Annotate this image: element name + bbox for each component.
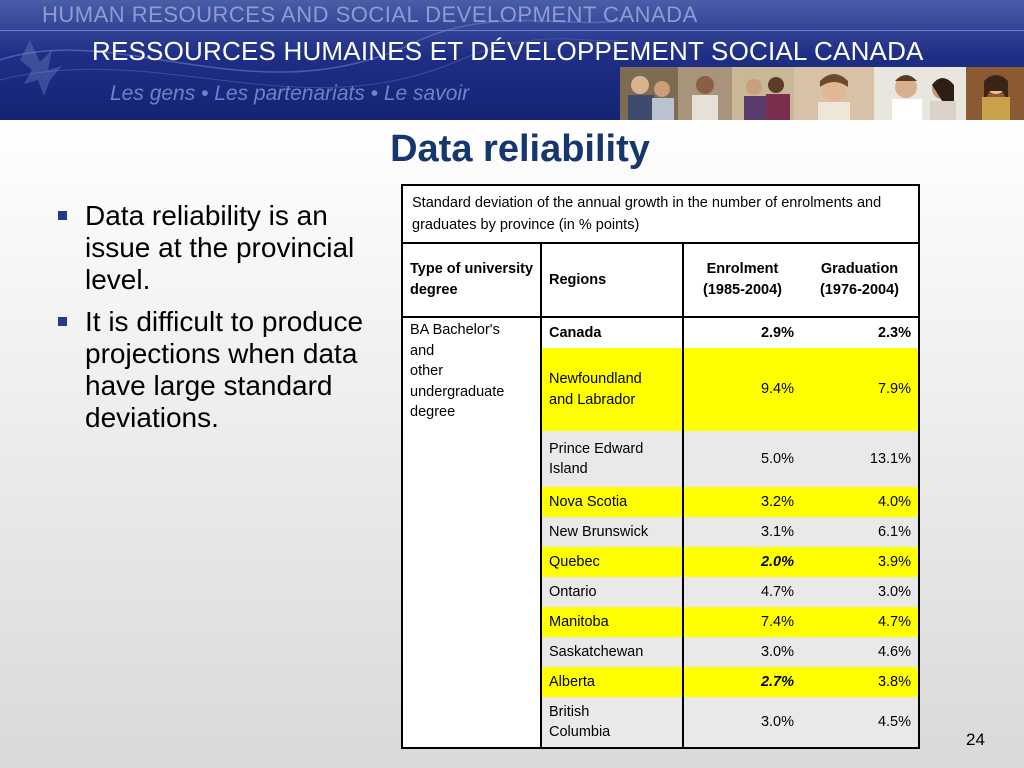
enrolment-cell: 2.0%: [683, 547, 801, 577]
header-graduation-period: (1976-2004): [820, 282, 899, 298]
table-row: Nova Scotia 3.2% 4.0%: [402, 487, 920, 517]
degree-type-cell: BA Bachelor's and other undergraduate de…: [401, 317, 542, 749]
header-graduation-title: Graduation: [820, 261, 899, 277]
table-row: Quebec 2.0% 3.9%: [402, 547, 920, 577]
degree-type-line: undergraduate: [410, 383, 505, 400]
banner-divider: [0, 30, 1024, 31]
table-row: Prince Edward Island 5.0% 13.1%: [402, 431, 920, 487]
region-cell: Alberta: [541, 667, 684, 697]
bullet-text: It is difficult to produce projections w…: [85, 306, 364, 433]
header-graduation: Graduation (1976-2004): [801, 242, 920, 318]
square-bullet-icon: [58, 317, 67, 326]
graduation-cell: 7.9%: [801, 348, 920, 431]
enrolment-cell: 3.0%: [683, 697, 801, 749]
region-line: Prince Edward: [549, 440, 644, 457]
graduation-cell: 2.3%: [801, 317, 920, 348]
page-number: 24: [966, 730, 985, 749]
region-cell: Ontario: [541, 577, 684, 607]
degree-type-line: BA Bachelor's: [410, 322, 500, 338]
table-caption: Standard deviation of the annual growth …: [401, 184, 920, 244]
people-photo-5: [874, 67, 966, 120]
photo-strip: [620, 67, 1024, 120]
graduation-cell: 4.0%: [801, 487, 920, 517]
graduation-cell: 3.8%: [801, 667, 920, 697]
graduation-cell: 4.6%: [801, 637, 920, 667]
region-cell: Newfoundland and Labrador: [541, 348, 684, 431]
graduation-cell: 4.7%: [801, 607, 920, 637]
region-cell: Manitoba: [541, 607, 684, 637]
header-enrolment-period: (1985-2004): [703, 282, 782, 298]
enrolment-cell: 3.0%: [683, 637, 801, 667]
graduation-cell: 6.1%: [801, 517, 920, 547]
people-photo-1: [620, 67, 678, 120]
graduation-cell: 3.0%: [801, 577, 920, 607]
degree-type-line: other: [410, 363, 444, 379]
bullet-list: Data reliability is an issue at the prov…: [58, 200, 388, 444]
degree-type-line: and: [410, 342, 435, 359]
region-cell: Quebec: [541, 547, 684, 577]
header-regions: Regions: [541, 242, 684, 318]
region-cell: Saskatchewan: [541, 637, 684, 667]
header-type: Type of university degree: [401, 242, 542, 318]
table-header-row: Type of university degree Regions Enrolm…: [401, 242, 920, 318]
enrolment-cell: 9.4%: [683, 348, 801, 431]
bullet-item: It is difficult to produce projections w…: [58, 306, 388, 434]
region-line: Newfoundland: [549, 371, 642, 387]
people-photo-6: [966, 67, 1024, 120]
region-line: and Labrador: [549, 391, 636, 408]
enrolment-cell: 2.9%: [683, 317, 801, 348]
square-bullet-icon: [58, 211, 67, 220]
header-enrolment-title: Enrolment: [706, 261, 779, 277]
region-cell: Nova Scotia: [541, 487, 684, 517]
enrolment-cell: 3.1%: [683, 517, 801, 547]
enrolment-cell: 7.4%: [683, 607, 801, 637]
people-photo-2: [678, 67, 732, 120]
enrolment-cell: 5.0%: [683, 431, 801, 487]
enrolment-cell: 4.7%: [683, 577, 801, 607]
region-line: British: [549, 703, 590, 720]
table-row: British Columbia 3.0% 4.5%: [402, 697, 920, 749]
people-photo-3: [732, 67, 794, 120]
header-enrolment: Enrolment (1985-2004): [683, 242, 801, 318]
graduation-cell: 4.5%: [801, 697, 920, 749]
graduation-cell: 3.9%: [801, 547, 920, 577]
department-name-french: RESSOURCES HUMAINES ET DÉVELOPPEMENT SOC…: [92, 36, 924, 66]
header-banner: HUMAN RESOURCES AND SOCIAL DEVELOPMENT C…: [0, 0, 1024, 120]
department-name-english: HUMAN RESOURCES AND SOCIAL DEVELOPMENT C…: [42, 2, 698, 27]
table-row: Manitoba 7.4% 4.7%: [402, 607, 920, 637]
graduation-cell: 13.1%: [801, 431, 920, 487]
region-cell: Canada: [541, 317, 684, 348]
table-row: Newfoundland and Labrador 9.4% 7.9%: [402, 348, 920, 431]
region-line: Columbia: [549, 724, 611, 740]
maple-swoosh-decoration: [0, 19, 620, 96]
slide-title: Data reliability: [390, 128, 650, 170]
table-row: Alberta 2.7% 3.8%: [402, 667, 920, 697]
department-tagline: Les gens • Les partenariats • Le savoir: [110, 82, 470, 105]
table-row: Saskatchewan 3.0% 4.6%: [402, 637, 920, 667]
bullet-item: Data reliability is an issue at the prov…: [58, 200, 388, 296]
region-cell: British Columbia: [541, 697, 684, 749]
region-line: Island: [549, 461, 588, 477]
bullet-text: Data reliability is an issue at the prov…: [85, 200, 355, 295]
data-table: Standard deviation of the annual growth …: [401, 184, 920, 749]
people-photo-4: [794, 67, 874, 120]
enrolment-cell: 3.2%: [683, 487, 801, 517]
region-cell: New Brunswick: [541, 517, 684, 547]
enrolment-cell: 2.7%: [683, 667, 801, 697]
region-cell: Prince Edward Island: [541, 431, 684, 487]
degree-type-line: degree: [410, 404, 456, 420]
table-row: BA Bachelor's and other undergraduate de…: [401, 317, 920, 749]
table-row: New Brunswick 3.1% 6.1%: [402, 517, 920, 547]
table-row: Ontario 4.7% 3.0%: [402, 577, 920, 607]
